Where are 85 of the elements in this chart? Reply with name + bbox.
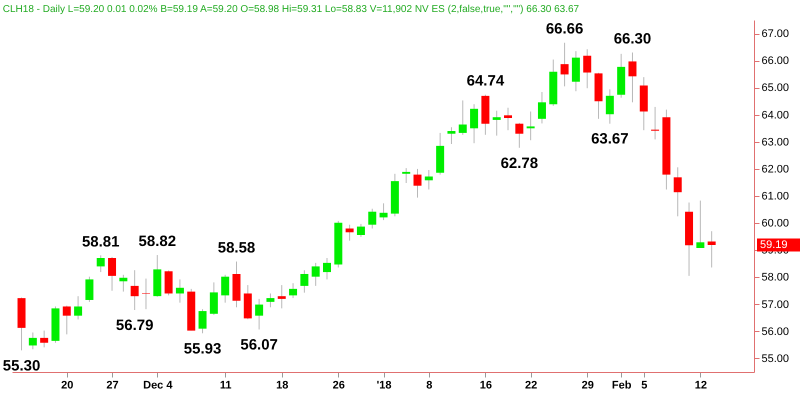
y-tick-label: 62.00 (762, 163, 790, 176)
x-tick-label: 12 (694, 380, 707, 392)
candlestick (142, 278, 150, 310)
y-tick-label: 67.00 (762, 28, 790, 40)
candlestick (85, 276, 94, 302)
annotation: 62.78 (500, 154, 538, 172)
candlestick (447, 126, 456, 145)
x-tick-label: 18 (276, 380, 288, 392)
candlestick (221, 274, 230, 304)
x-tick-label: 20 (61, 380, 74, 392)
candlestick (119, 274, 128, 292)
candlestick (674, 166, 682, 217)
y-tick-label: 57.00 (762, 298, 790, 311)
candlestick (402, 168, 410, 184)
candlestick (560, 42, 569, 87)
x-tick-label: 22 (525, 380, 538, 392)
text: 59.19 (760, 239, 788, 252)
annotation: 58.81 (82, 233, 120, 250)
annotation: 58.82 (138, 233, 176, 250)
candlestick (28, 332, 37, 350)
y-tick-label: 63.00 (762, 136, 790, 148)
annotation: 55.30 (2, 357, 40, 374)
candlestick (289, 282, 298, 299)
y-tick-label: 64.00 (762, 109, 790, 122)
annotation: 56.79 (116, 316, 154, 334)
y-tick-label: 58.00 (762, 272, 790, 284)
candlestick (255, 298, 264, 330)
candlestick (414, 168, 422, 198)
candlestick (504, 107, 512, 131)
candlestick (424, 170, 433, 190)
candlestick (278, 284, 286, 309)
chart-title: CLH18 - Daily L=59.20 0.01 0.02% B=59.19 A=59.20 O=58.98 Hi=59.31 Lo=58.83 V=11,902 NV ES (2,false,true,"","") 66.30 63.67 (2, 4, 580, 15)
x-tick-label: 29 (582, 380, 594, 392)
x-tick-label: 27 (106, 380, 119, 392)
x-tick-label: 16 (480, 380, 492, 392)
x-tick-label: Feb (612, 380, 632, 392)
candlestick (312, 262, 320, 286)
x-tick-label: 8 (426, 380, 432, 392)
annotation: 66.30 (614, 30, 652, 48)
candlestick (198, 308, 207, 334)
candlestick (583, 48, 592, 89)
candlestick (164, 270, 173, 296)
y-tick-label: 61.00 (762, 190, 790, 202)
annotation: 66.66 (546, 20, 584, 38)
candlestick (651, 106, 660, 140)
candlestick (176, 278, 184, 304)
candlestick (210, 282, 218, 316)
candlestick (380, 202, 388, 221)
candlestick (266, 292, 274, 308)
annotation: 63.67 (591, 130, 629, 148)
y-tick-label: 65.00 (762, 82, 790, 94)
candlestick (492, 110, 501, 136)
annotation: 55.93 (184, 340, 222, 358)
candlestick (606, 88, 614, 124)
annotation: 58.58 (218, 240, 256, 257)
candlestick (368, 208, 376, 229)
candlestick (628, 52, 636, 103)
candlestick (40, 330, 48, 348)
x-tick-label: 26 (332, 380, 345, 392)
candlestick (96, 254, 105, 273)
candlestick (74, 296, 82, 320)
candlestick (526, 111, 535, 141)
candlestick (458, 100, 467, 136)
annotation: 56.07 (240, 336, 278, 354)
candlestick (300, 270, 308, 294)
candlestick (322, 258, 331, 280)
y-tick-label: 60.00 (762, 218, 790, 230)
y-tick-label: 55.00 (762, 352, 790, 365)
y-tick-label: 56.00 (762, 326, 790, 338)
candlestick (130, 270, 139, 310)
candlestick (346, 224, 354, 242)
candlestick (538, 92, 546, 124)
x-tick-label: Dec 4 (143, 380, 174, 392)
candlestick (696, 200, 704, 248)
candlestick (515, 122, 524, 148)
x-tick-label: 5 (641, 380, 648, 392)
candlestick (62, 305, 71, 335)
annotation: 64.74 (466, 72, 505, 90)
candlestick (356, 223, 365, 238)
candlestick (470, 104, 478, 144)
candlestick (108, 256, 116, 292)
x-tick-label: '18 (376, 380, 392, 392)
y-tick-label: 66.00 (762, 55, 790, 68)
candlestick (708, 230, 716, 268)
x-tick-label: 11 (220, 380, 232, 392)
